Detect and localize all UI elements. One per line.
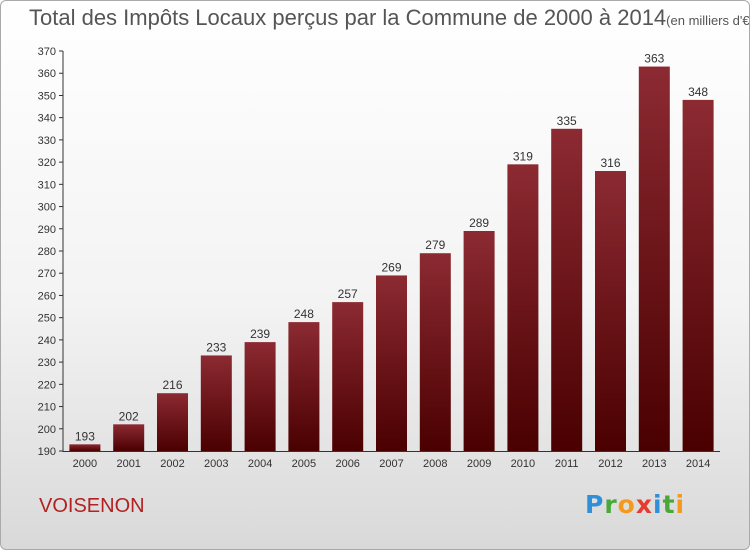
- bar-2000: [69, 444, 101, 451]
- y-tick-label: 350: [38, 90, 56, 102]
- brand-letter: i: [653, 490, 663, 519]
- bar-2007: [376, 275, 407, 451]
- y-tick-label: 240: [38, 335, 56, 347]
- bar-2011: [551, 128, 583, 451]
- x-tick-label: 2014: [686, 458, 710, 470]
- brand-letter: o: [617, 490, 636, 519]
- bar-2014: [682, 99, 714, 451]
- y-tick-label: 360: [38, 68, 56, 80]
- value-label: 279: [425, 238, 445, 252]
- value-label: 216: [162, 378, 182, 392]
- value-label: 233: [206, 340, 226, 354]
- bar-2012: [595, 171, 626, 451]
- y-tick-label: 300: [38, 202, 56, 214]
- y-tick-label: 280: [38, 246, 56, 258]
- x-tick-label: 2000: [73, 458, 97, 470]
- chart-unit-label: (en milliers d'€): [666, 13, 750, 28]
- x-tick-label: 2009: [467, 458, 491, 470]
- value-label: 289: [469, 216, 489, 230]
- bar-2010: [507, 164, 539, 452]
- x-tick-label: 2007: [379, 458, 403, 470]
- value-label: 193: [75, 429, 95, 443]
- brand-letter: i: [675, 490, 686, 519]
- y-tick-label: 230: [38, 357, 56, 369]
- x-tick-label: 2012: [598, 458, 622, 470]
- value-label: 335: [557, 114, 577, 128]
- bar-2001: [113, 424, 145, 451]
- brand-letter: P: [585, 490, 605, 519]
- x-tick-label: 2001: [116, 458, 140, 470]
- y-tick-label: 270: [38, 268, 56, 280]
- x-tick-label: 2004: [248, 458, 272, 470]
- value-label: 319: [513, 149, 533, 163]
- y-tick-label: 330: [38, 135, 56, 147]
- bar-2006: [332, 302, 364, 451]
- value-label: 239: [250, 327, 270, 341]
- y-tick-label: 320: [38, 157, 56, 169]
- x-tick-label: 2011: [555, 458, 579, 470]
- y-tick-label: 220: [38, 379, 56, 391]
- chart-title-text: Total des Impôts Locaux perçus par la Co…: [29, 5, 667, 30]
- bar-2013: [638, 66, 670, 452]
- value-label: 348: [688, 85, 708, 99]
- bar-2008: [419, 253, 451, 451]
- y-tick-label: 260: [38, 290, 56, 302]
- bar-2009: [463, 231, 495, 451]
- x-tick-label: 2002: [160, 458, 184, 470]
- value-label: 257: [338, 287, 358, 301]
- y-tick-label: 310: [38, 179, 56, 191]
- brand-letter: t: [662, 490, 676, 519]
- bar-2003: [200, 355, 232, 451]
- x-tick-label: 2010: [511, 458, 535, 470]
- y-tick-label: 370: [38, 46, 56, 58]
- y-tick-label: 200: [38, 424, 56, 436]
- y-tick-label: 250: [38, 313, 56, 325]
- commune-name: VOISENON: [39, 495, 145, 517]
- bar-2002: [157, 393, 188, 451]
- y-tick-label: 210: [38, 402, 56, 414]
- x-tick-label: 2003: [204, 458, 228, 470]
- value-label: 269: [381, 260, 401, 274]
- x-tick-label: 2013: [642, 458, 666, 470]
- brand-logo: Proxiti: [585, 490, 685, 519]
- y-tick-label: 290: [38, 224, 56, 236]
- y-tick-label: 340: [38, 113, 56, 125]
- bar-2005: [288, 322, 320, 451]
- value-label: 316: [600, 156, 620, 170]
- brand-letter: x: [635, 490, 653, 519]
- x-tick-label: 2008: [423, 458, 447, 470]
- value-label: 248: [294, 307, 314, 321]
- x-tick-label: 2006: [335, 458, 359, 470]
- value-label: 202: [119, 409, 139, 423]
- brand-letter: r: [604, 490, 618, 519]
- bar-2004: [244, 342, 276, 451]
- chart-title: Total des Impôts Locaux perçus par la Co…: [29, 5, 750, 31]
- value-label: 363: [644, 52, 664, 66]
- x-tick-label: 2005: [292, 458, 316, 470]
- y-tick-label: 190: [38, 446, 56, 458]
